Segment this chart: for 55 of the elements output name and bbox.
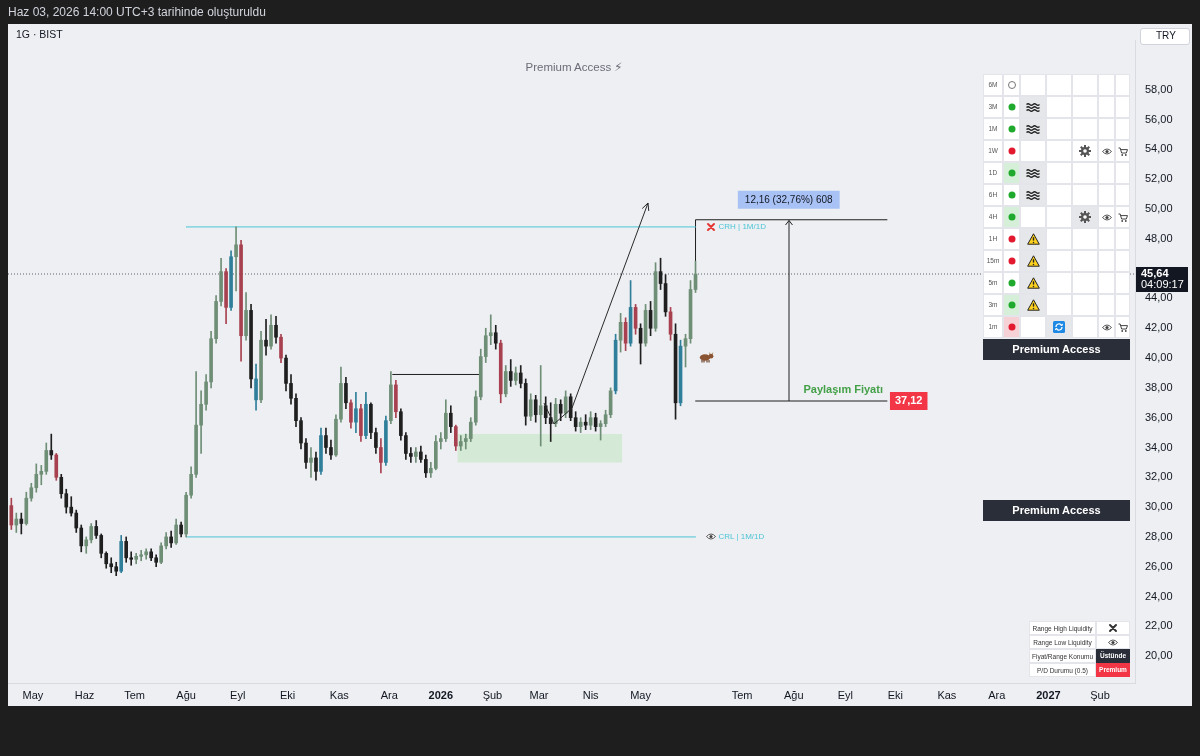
x-tick-label: 2027 xyxy=(1036,688,1061,701)
text: Premium Access ⚡ xyxy=(525,60,623,74)
x-tick-label: Eyl xyxy=(230,688,246,701)
annotation: 12,16 (32,76%) 608 xyxy=(744,193,834,205)
x-tick-label: Şub xyxy=(482,688,503,701)
y-tick-label: 36,00 xyxy=(1145,410,1173,423)
text: CRL | 1M/1D xyxy=(718,532,765,542)
y-tick-label: 50,00 xyxy=(1145,202,1173,215)
y-tick-label: 28,00 xyxy=(1145,529,1173,542)
x-tick-label: Kas xyxy=(937,688,957,701)
x-tick-label: Haz xyxy=(74,688,95,701)
x-tick-label: Nis xyxy=(582,688,600,701)
text: Haz 03, 2026 14:00 UTC+3 tarihinde oluşturuldu xyxy=(8,5,266,19)
x-tick-label: May xyxy=(22,688,44,701)
text: 04:09:17 xyxy=(1141,278,1184,291)
annotation: 1G · BIST xyxy=(16,28,63,40)
x-tick-label: Ağu xyxy=(783,688,804,701)
x-tick-label: Kas xyxy=(329,688,350,701)
y-tick-label: 34,00 xyxy=(1145,440,1173,453)
x-tick-label: Eyl xyxy=(837,688,853,701)
y-tick-label: 52,00 xyxy=(1145,172,1173,185)
x-tick-label: Ara xyxy=(380,688,399,701)
x-tick-label: Tem xyxy=(124,688,145,701)
x-tick-label: Tem xyxy=(731,688,753,701)
series-label: Paylaşım Fiyatı xyxy=(803,383,883,396)
y-tick-label: 40,00 xyxy=(1145,351,1173,364)
annotation: Premium Access xyxy=(1012,504,1101,516)
y-tick-label: 56,00 xyxy=(1145,112,1173,125)
currency-button: TRY xyxy=(1140,28,1190,45)
y-tick-label: 30,00 xyxy=(1145,500,1173,513)
y-tick-label: 26,00 xyxy=(1145,559,1173,572)
x-tick-label: May xyxy=(630,688,652,701)
x-tick-label: Ağu xyxy=(176,688,196,701)
y-tick-label: 42,00 xyxy=(1145,321,1173,334)
ref-line-label: 45,64 xyxy=(1141,267,1170,280)
x-tick-label: Eki xyxy=(887,688,903,701)
y-tick-label: 48,00 xyxy=(1145,231,1173,244)
x-tick-label: Mar xyxy=(529,688,549,701)
x-tick-label: 2026 xyxy=(428,688,454,701)
y-tick-label: 38,00 xyxy=(1145,380,1173,393)
text: CRH | 1M/1D xyxy=(718,222,767,232)
y-tick-label: 24,00 xyxy=(1145,589,1173,602)
y-tick-label: 32,00 xyxy=(1145,470,1173,483)
x-tick-label: Eki xyxy=(280,688,296,701)
banner: Premium Access xyxy=(983,500,1130,521)
banner: Premium Access xyxy=(983,339,1130,360)
x-tick-label: Ara xyxy=(988,688,1007,701)
x-tick-label: Şub xyxy=(1090,688,1110,701)
annotation: Premium Access xyxy=(1012,343,1101,355)
y-tick-label: 20,00 xyxy=(1145,649,1173,662)
data-label: 37,12 xyxy=(894,394,923,407)
y-tick-label: 44,00 xyxy=(1145,291,1173,304)
y-tick-label: 22,00 xyxy=(1145,619,1173,632)
y-tick-label: 58,00 xyxy=(1145,82,1173,95)
y-tick-label: 54,00 xyxy=(1145,142,1173,155)
